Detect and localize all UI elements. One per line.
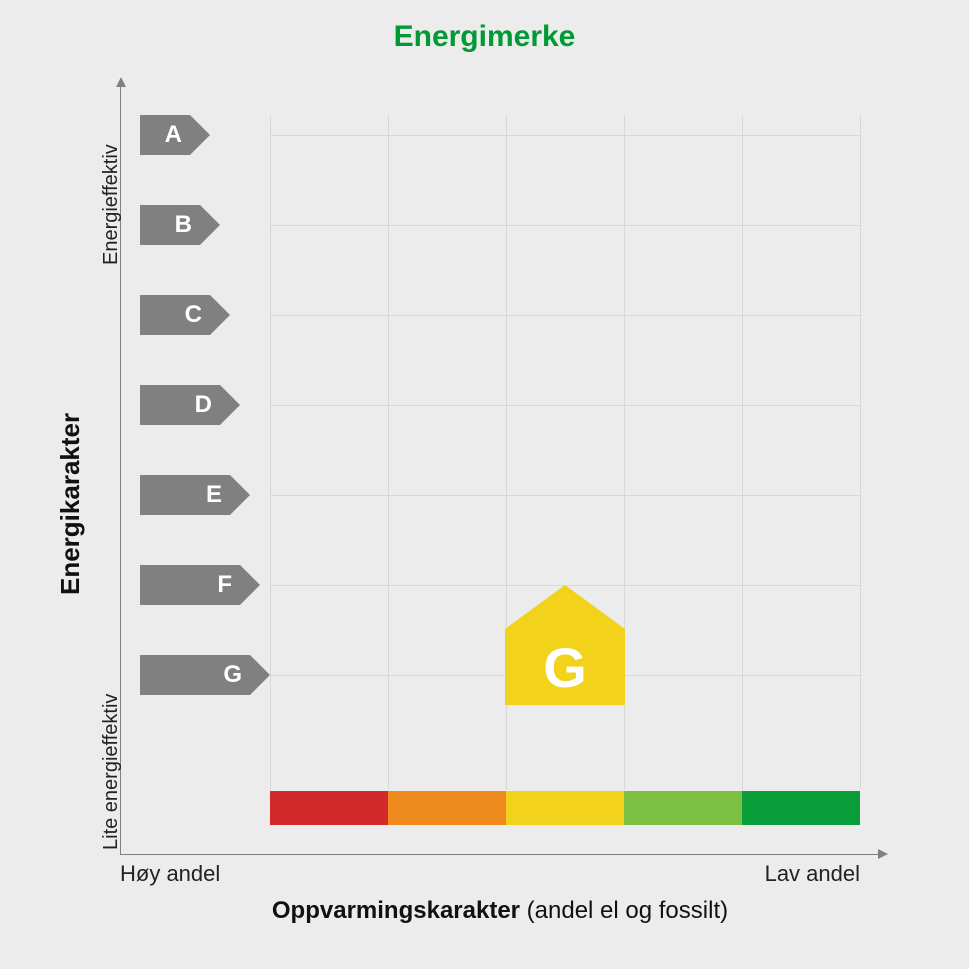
grid-hline <box>270 225 860 226</box>
color-segment <box>624 791 742 825</box>
energy-grade-label: G <box>140 655 250 695</box>
energy-grade-tag: F <box>140 565 260 605</box>
grid-vline <box>860 115 861 790</box>
rating-house-marker: G <box>505 585 625 705</box>
x-axis-arrow-icon <box>878 849 888 859</box>
chart-area: ABCDEFG G Høy andel Lav andel Oppvarming… <box>120 85 880 855</box>
energy-grade-tag: D <box>140 385 240 425</box>
y-bottom-label: Lite energieffektiv <box>100 694 123 850</box>
grid-hline <box>270 495 860 496</box>
house-grade-label: G <box>505 629 625 705</box>
grid-vline <box>270 115 271 790</box>
energy-grade-label: E <box>140 475 230 515</box>
grid-hline <box>270 135 860 136</box>
grid-hline <box>270 405 860 406</box>
y-top-label: Energieffektiv <box>100 144 123 265</box>
color-segment <box>506 791 624 825</box>
arrow-tip-icon <box>230 475 250 515</box>
energy-grade-label: A <box>140 115 190 155</box>
grid-vline <box>742 115 743 790</box>
x-left-label: Høy andel <box>120 861 220 887</box>
energy-grade-label: D <box>140 385 220 425</box>
color-segment <box>388 791 506 825</box>
x-right-label: Lav andel <box>765 861 860 887</box>
grid-hline <box>270 315 860 316</box>
energy-grade-tag: C <box>140 295 230 335</box>
energy-grade-label: B <box>140 205 200 245</box>
arrow-tip-icon <box>200 205 220 245</box>
grid-vline <box>388 115 389 790</box>
y-axis-label: Energikarakter <box>55 413 86 595</box>
color-scale-bar <box>270 791 860 825</box>
color-segment <box>742 791 860 825</box>
arrow-tip-icon <box>220 385 240 425</box>
energy-grade-tag: G <box>140 655 270 695</box>
energy-grade-label: C <box>140 295 210 335</box>
x-axis <box>120 854 880 855</box>
color-segment <box>270 791 388 825</box>
x-axis-label: Oppvarmingskarakter (andel el og fossilt… <box>120 897 880 925</box>
energy-grade-tag: B <box>140 205 220 245</box>
chart-title: Energimerke <box>0 20 969 54</box>
energy-grade-label: F <box>140 565 240 605</box>
house-roof-icon <box>505 585 625 629</box>
energy-grade-tag: A <box>140 115 210 155</box>
arrow-tip-icon <box>210 295 230 335</box>
y-axis-arrow-icon <box>116 77 126 87</box>
arrow-tip-icon <box>190 115 210 155</box>
arrow-tip-icon <box>250 655 270 695</box>
arrow-tip-icon <box>240 565 260 605</box>
energy-grade-tag: E <box>140 475 250 515</box>
